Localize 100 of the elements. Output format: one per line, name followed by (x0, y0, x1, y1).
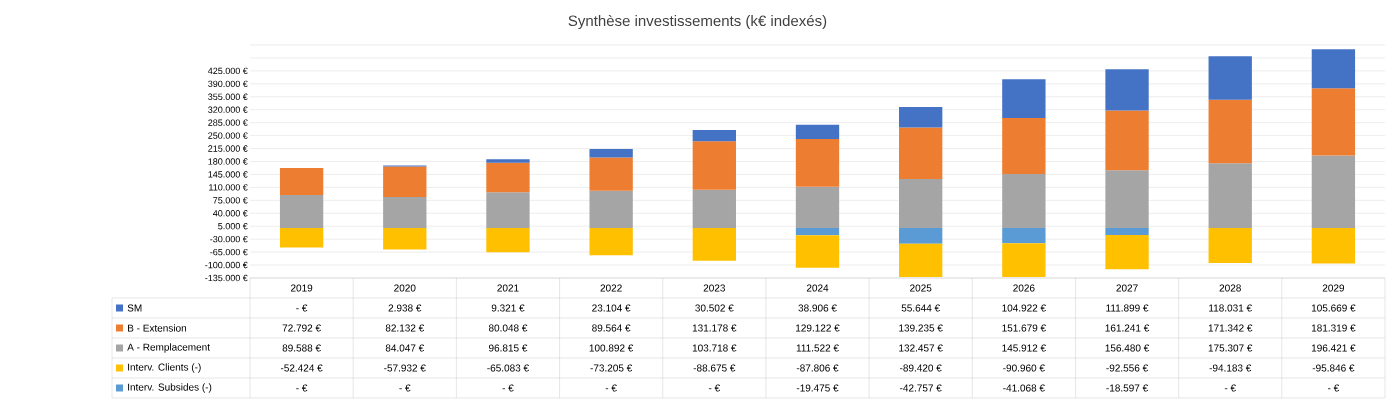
bar (692, 129, 736, 142)
data-label: 171.342 € (1208, 324, 1253, 332)
data-label: 161.241 € (1105, 324, 1150, 332)
data-label: 23.104 € (592, 304, 631, 312)
data-label: 72.792 € (282, 324, 321, 332)
data-label: 2.938 € (388, 304, 422, 312)
bar (279, 228, 324, 248)
y-tick-label: -135.000 € (205, 274, 248, 282)
y-tick-label: 250.000 € (208, 132, 248, 139)
bar (1208, 163, 1252, 229)
data-label: 38.906 € (798, 304, 837, 312)
legend-label: SM (127, 304, 142, 312)
y-tick-label: 215.000 € (208, 145, 248, 152)
bar (589, 149, 633, 158)
bar (899, 243, 943, 277)
data-label: 181.319 € (1311, 324, 1356, 332)
bar (899, 228, 943, 244)
data-label: -89.420 € (900, 364, 942, 372)
bar (692, 228, 736, 261)
data-label: 105.669 € (1311, 304, 1356, 312)
x-tick-label: 2024 (806, 284, 829, 292)
data-label: -92.556 € (1106, 364, 1149, 372)
data-label: -42.757 € (900, 384, 942, 392)
bar (383, 196, 427, 229)
bar (1105, 110, 1149, 171)
data-label: 111.522 € (796, 344, 839, 352)
y-tick-label: 145.000 € (208, 171, 248, 178)
bar (1105, 234, 1149, 270)
y-tick-label: 425.000 € (207, 67, 248, 75)
y-tick-label: 75.000 € (213, 197, 248, 204)
bar (589, 190, 633, 229)
bar (1105, 69, 1149, 111)
bar (383, 228, 427, 250)
bar (486, 192, 530, 229)
bar (383, 166, 427, 197)
x-tick-label: 2026 (1013, 284, 1035, 292)
bar (1311, 49, 1356, 89)
data-label: -19.475 € (796, 384, 839, 392)
data-label: 96.815 € (488, 344, 528, 352)
bar (1208, 56, 1252, 100)
data-label: 30.502 € (695, 304, 734, 312)
legend-label: A - Remplacement (127, 343, 210, 353)
x-tick-label: 2029 (1322, 284, 1345, 292)
data-label: 89.588 € (282, 344, 321, 352)
data-label: 80.048 € (488, 324, 528, 332)
data-label: - € (708, 384, 721, 392)
data-label: -65.083 € (487, 364, 529, 372)
bar (1002, 228, 1046, 244)
data-label: 103.718 € (692, 344, 737, 352)
bar (1208, 228, 1252, 263)
x-tick-label: 2019 (290, 284, 313, 292)
bar (589, 157, 633, 191)
data-label: 82.132 € (385, 324, 425, 332)
data-label: 132.457 € (899, 344, 943, 352)
x-tick-label: 2028 (1219, 284, 1241, 292)
bar (279, 194, 324, 229)
y-tick-label: -30.000 € (210, 235, 248, 243)
bar (589, 228, 633, 256)
data-label: -18.597 € (1106, 384, 1149, 392)
data-label: - € (605, 384, 617, 392)
data-label: 196.421 € (1311, 344, 1356, 352)
data-label: - € (296, 304, 308, 312)
bar (279, 168, 324, 195)
data-label: 104.922 € (1002, 304, 1046, 312)
bar (1208, 99, 1252, 164)
data-label: 131.178 € (692, 324, 737, 332)
data-label: 129.122 € (796, 324, 840, 332)
y-tick-label: 40.000 € (212, 210, 248, 217)
bar (1002, 174, 1046, 229)
y-tick-label: 110.000 € (209, 184, 248, 191)
x-tick-label: 2021 (497, 284, 519, 292)
y-tick-label: 390.000 € (208, 80, 248, 88)
data-label: -57.932 € (384, 364, 426, 372)
data-label: - € (1328, 384, 1340, 392)
x-tick-label: 2025 (910, 284, 932, 292)
data-label: 175.307 € (1208, 344, 1253, 352)
y-tick-label: 355.000 € (208, 93, 248, 100)
data-label: -52.424 € (280, 364, 323, 372)
data-label: -88.675 € (693, 364, 736, 372)
bar (899, 127, 943, 180)
bar (692, 189, 736, 229)
data-label: - € (502, 384, 514, 392)
y-tick-label: 5.000 € (218, 223, 248, 230)
data-label: -95.846 € (1312, 364, 1355, 372)
x-tick-label: 2022 (600, 284, 622, 292)
chart-title: Synthèse investissements (k€ indexés) (568, 14, 827, 30)
data-label: 100.892 € (589, 344, 634, 352)
y-tick-label: -100.000 € (205, 261, 248, 269)
bar (486, 228, 530, 253)
data-label: 145.912 € (1002, 344, 1046, 352)
data-label: 55.644 € (901, 304, 940, 312)
legend-label: B - Extension (128, 324, 187, 332)
data-label: 151.679 € (1002, 324, 1046, 332)
legend-label: Interv. Clients (-) (128, 363, 201, 373)
data-label: 156.480 € (1105, 344, 1150, 352)
y-tick-label: 285.000 € (208, 119, 248, 126)
data-label: 111.899 € (1106, 304, 1149, 312)
bar (1105, 228, 1149, 235)
data-label: -90.960 € (1003, 364, 1045, 372)
bar (795, 235, 840, 268)
